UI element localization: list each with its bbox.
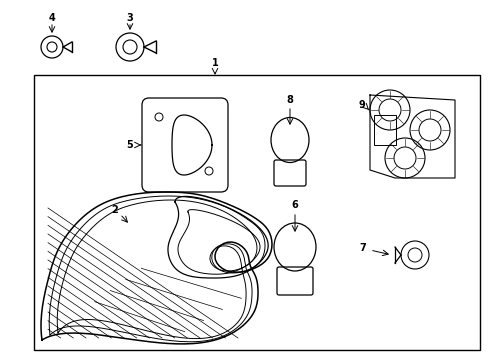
- Text: 2: 2: [111, 205, 118, 215]
- Text: 4: 4: [48, 13, 55, 23]
- Text: 1: 1: [211, 58, 218, 68]
- Text: 8: 8: [286, 95, 293, 105]
- Text: 3: 3: [126, 13, 133, 23]
- Text: 5: 5: [126, 140, 133, 150]
- Text: 7: 7: [359, 243, 366, 253]
- Text: 9: 9: [358, 100, 365, 110]
- Text: 6: 6: [291, 200, 298, 210]
- Bar: [373, 115, 395, 145]
- Bar: [34, 75, 479, 350]
